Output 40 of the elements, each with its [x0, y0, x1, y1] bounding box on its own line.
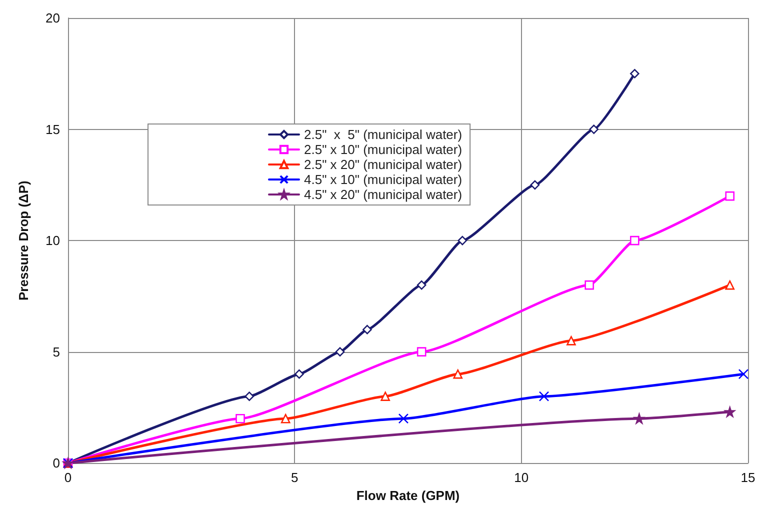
point	[538, 391, 550, 402]
point	[458, 236, 468, 246]
legend-label: 4.5" x 10" (municipal water)	[304, 172, 462, 187]
point	[634, 413, 644, 424]
point	[380, 392, 390, 401]
point	[280, 414, 290, 424]
x-tick-label: 5	[291, 470, 298, 486]
x-tick-label: 15	[740, 470, 756, 486]
legend-label: 2.5" x 10" (municipal water)	[304, 142, 462, 157]
y-tick-label: 15	[46, 122, 60, 137]
point	[725, 191, 735, 201]
point	[244, 392, 254, 401]
x-axis-title: Flow Rate (GPM)	[356, 488, 460, 503]
x-tick-label: 10	[514, 470, 529, 486]
point	[453, 369, 463, 379]
point	[398, 413, 409, 424]
point	[416, 280, 426, 290]
point	[335, 347, 345, 356]
point	[724, 406, 736, 418]
x-tick-label: 0	[64, 470, 72, 486]
legend-label: 2.5" x 20" (municipal water)	[304, 157, 462, 172]
point	[589, 124, 599, 134]
point	[236, 414, 245, 424]
point	[530, 180, 540, 190]
point	[584, 280, 594, 290]
point	[362, 324, 372, 334]
y-tick-label: 0	[52, 456, 60, 471]
point	[630, 236, 640, 246]
point	[566, 336, 576, 346]
point	[416, 347, 426, 356]
point	[738, 368, 749, 380]
y-tick-label: 20	[46, 10, 60, 26]
point	[725, 280, 735, 290]
y-tick-label: 5	[52, 344, 60, 360]
y-tick-label: 10	[46, 233, 60, 248]
legend-label: 2.5" x 5" (municipal water)	[304, 127, 462, 142]
legend-label: 4.5" x 20" (municipal water)	[304, 187, 462, 202]
point	[630, 68, 640, 78]
y-axis-title: Pressure Drop (ΔP)	[16, 180, 31, 300]
point	[294, 369, 304, 379]
